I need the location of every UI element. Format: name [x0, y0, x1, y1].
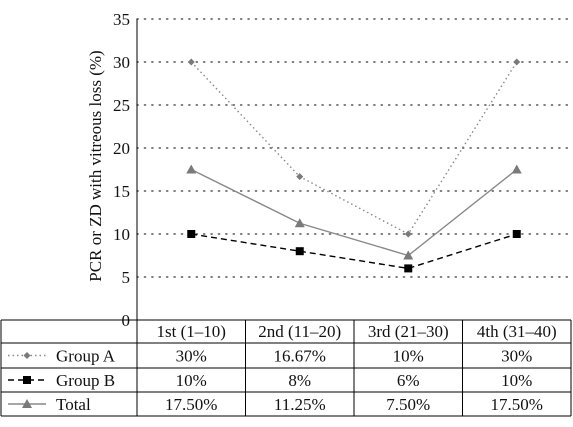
- series-line-group-b: [191, 233, 517, 270]
- point-group-a-1: [187, 58, 195, 66]
- series-lines: [186, 58, 522, 273]
- data-label-group-b-1: 10%: [176, 371, 207, 390]
- point-total-2: [294, 218, 305, 228]
- series-total: [186, 164, 522, 260]
- legend-marker-group-a: [23, 352, 31, 359]
- data-label-total-4: 17.50%: [491, 395, 543, 414]
- data-label-group-a-2: 16.67%: [274, 347, 326, 366]
- y-axis-label: PCR or ZD with vitreous loss (%): [86, 50, 105, 281]
- legend-key-group-a: [8, 352, 46, 359]
- data-label-total-2: 11.25%: [274, 395, 326, 414]
- legend-label-group-b: Group B: [56, 371, 115, 390]
- y-tick-20: 20: [113, 139, 130, 158]
- legend-key-total: [8, 399, 46, 408]
- x-tick-3: 3rd (21–30): [368, 322, 449, 341]
- series-line-total: [190, 168, 518, 257]
- data-table: 1st (1–10) 2nd (11–20) 3rd (21–30) 4th (31–…: [0, 319, 572, 417]
- point-total-3: [403, 250, 414, 260]
- series-group-a: [187, 58, 521, 238]
- data-label-group-a-3: 10%: [393, 347, 424, 366]
- data-label-group-a-1: 30%: [176, 347, 207, 366]
- point-total-1: [186, 164, 197, 174]
- data-label-group-b-2: 8%: [288, 371, 311, 390]
- legend-label-total: Total: [56, 395, 91, 414]
- point-group-a-3: [404, 230, 412, 238]
- point-group-a-2: [296, 173, 304, 181]
- y-tick-30: 30: [113, 53, 130, 72]
- x-tick-4: 4th (31–40): [477, 322, 557, 341]
- data-label-group-b-4: 10%: [501, 371, 532, 390]
- point-group-a-4: [513, 58, 521, 66]
- legend-label-group-a: Group A: [56, 347, 116, 366]
- data-label-total-1: 17.50%: [165, 395, 217, 414]
- y-tick-25: 25: [113, 96, 130, 115]
- series-group-b: [187, 230, 521, 273]
- data-label-group-b-3: 6%: [397, 371, 420, 390]
- point-group-b-3: [404, 264, 413, 273]
- point-total-4: [511, 164, 522, 174]
- x-tick-1: 1st (1–10): [157, 322, 226, 341]
- point-group-b-1: [187, 230, 196, 238]
- point-group-b-2: [295, 247, 304, 256]
- gridlines: [136, 18, 572, 278]
- point-group-b-4: [512, 230, 521, 238]
- y-tick-10: 10: [113, 225, 130, 244]
- data-label-total-3: 7.50%: [386, 395, 430, 414]
- legend-marker-group-b: [23, 376, 31, 384]
- legend-marker-total: [22, 399, 32, 408]
- data-label-group-a-4: 30%: [501, 347, 532, 366]
- y-tick-15: 15: [113, 182, 130, 201]
- y-tick-35: 35: [113, 10, 130, 29]
- y-tick-5: 5: [122, 268, 131, 287]
- legend-key-group-b: [8, 376, 46, 384]
- x-tick-2: 2nd (11–20): [258, 322, 341, 341]
